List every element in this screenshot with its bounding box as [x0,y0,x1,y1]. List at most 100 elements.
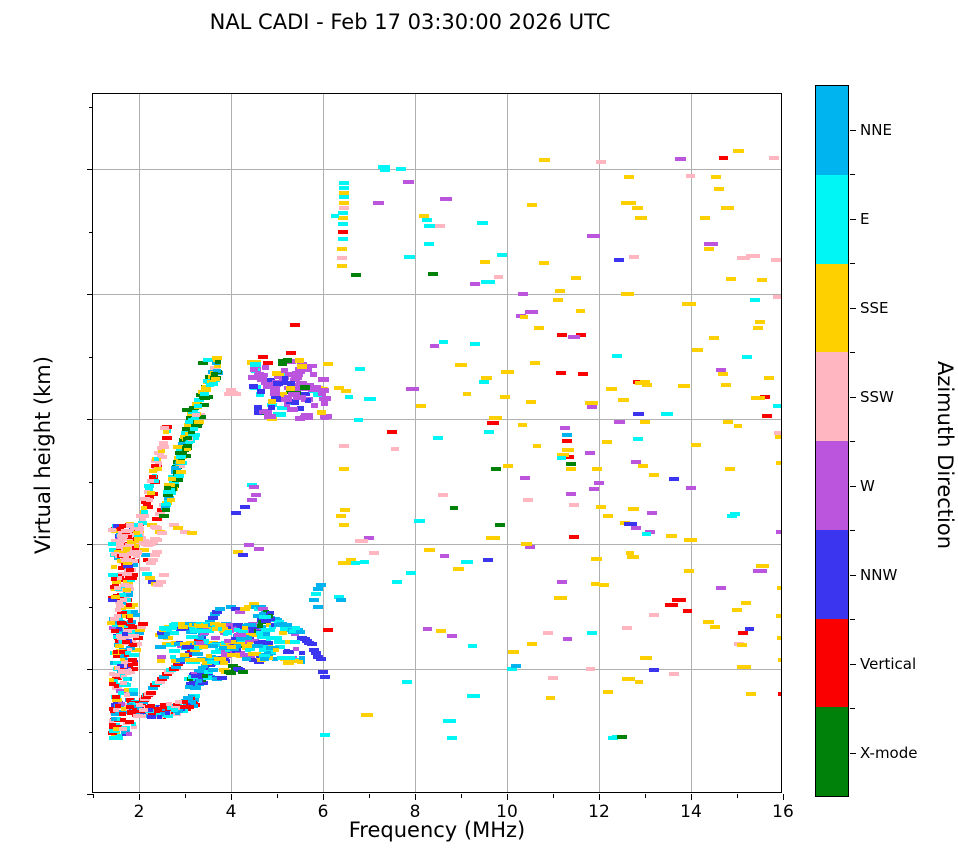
data-point [338,200,349,205]
data-points-layer [93,94,781,792]
data-point [590,556,603,561]
data-point [584,451,595,456]
data-point [725,467,736,471]
data-point [402,179,415,184]
data-point [617,734,627,739]
data-point [556,371,566,376]
data-point [107,620,116,625]
data-point [113,556,121,561]
data-point [285,385,299,391]
data-point [193,398,204,403]
data-point [777,635,781,640]
data-point [641,531,652,536]
data-point [132,713,142,718]
data-point [649,473,660,478]
y-tick [87,169,93,170]
colorbar-segment-w [816,441,848,530]
data-point [175,702,181,707]
data-point [136,624,147,629]
data-point [268,624,277,629]
data-point [190,648,201,653]
data-point [111,698,122,703]
data-point [138,538,149,543]
data-point [482,557,494,562]
data-point [440,554,449,558]
data-point [145,488,153,493]
data-point [145,542,156,546]
data-point [206,643,218,648]
data-point [406,387,419,392]
data-point [154,679,165,684]
data-point [135,533,143,538]
data-point [759,395,770,400]
data-point [702,620,715,625]
data-point [479,379,489,384]
data-point [440,197,452,202]
data-point [113,661,121,666]
data-point [275,645,285,650]
data-point [123,612,134,616]
data-point [131,708,138,713]
data-point [775,434,781,439]
data-point [124,590,131,595]
colorbar-tick [850,485,856,487]
x-tick [783,794,784,800]
data-point [360,713,374,718]
data-point [449,506,458,511]
data-point [339,443,350,448]
colorbar-tick [850,218,856,220]
data-point [716,586,726,591]
data-point [244,604,255,609]
data-point [295,368,306,374]
data-point [185,685,193,690]
data-point [174,711,181,716]
data-point [115,665,121,670]
x-tick-label: 6 [317,802,329,822]
data-point [108,706,115,711]
data-point [159,441,168,446]
data-point [250,366,258,372]
data-point [152,517,163,521]
data-point [153,582,164,587]
x-tick-minor [369,794,370,798]
data-point [757,278,768,283]
data-point [129,548,140,553]
data-point [130,648,141,653]
data-point [590,582,601,587]
data-point [267,399,276,405]
data-point [764,376,775,381]
data-point [719,155,729,160]
data-point [273,640,285,645]
data-point [340,507,351,512]
colorbar-boundary-tick [850,174,855,176]
data-point [428,272,439,276]
data-point [108,677,115,682]
colorbar[interactable] [815,85,849,797]
data-point [119,550,130,555]
data-point [567,334,581,339]
data-point [390,447,400,452]
data-point [244,648,252,653]
data-point [214,623,227,628]
data-point [198,360,209,365]
data-point [251,493,262,498]
y-tick-minor [89,606,93,608]
data-point [628,254,639,259]
data-point [339,185,350,190]
data-point [561,448,575,453]
data-point [710,624,721,629]
data-point [120,528,133,533]
data-point [145,690,156,695]
data-point [481,376,492,381]
data-point [151,464,159,469]
data-point [122,557,129,562]
data-point [170,664,181,669]
data-point [256,623,264,628]
data-point [119,553,130,558]
data-point [177,442,188,446]
data-point [130,558,139,563]
data-point [278,391,288,397]
x-tick [323,794,324,800]
data-point [520,476,531,481]
y-tick [87,294,93,295]
